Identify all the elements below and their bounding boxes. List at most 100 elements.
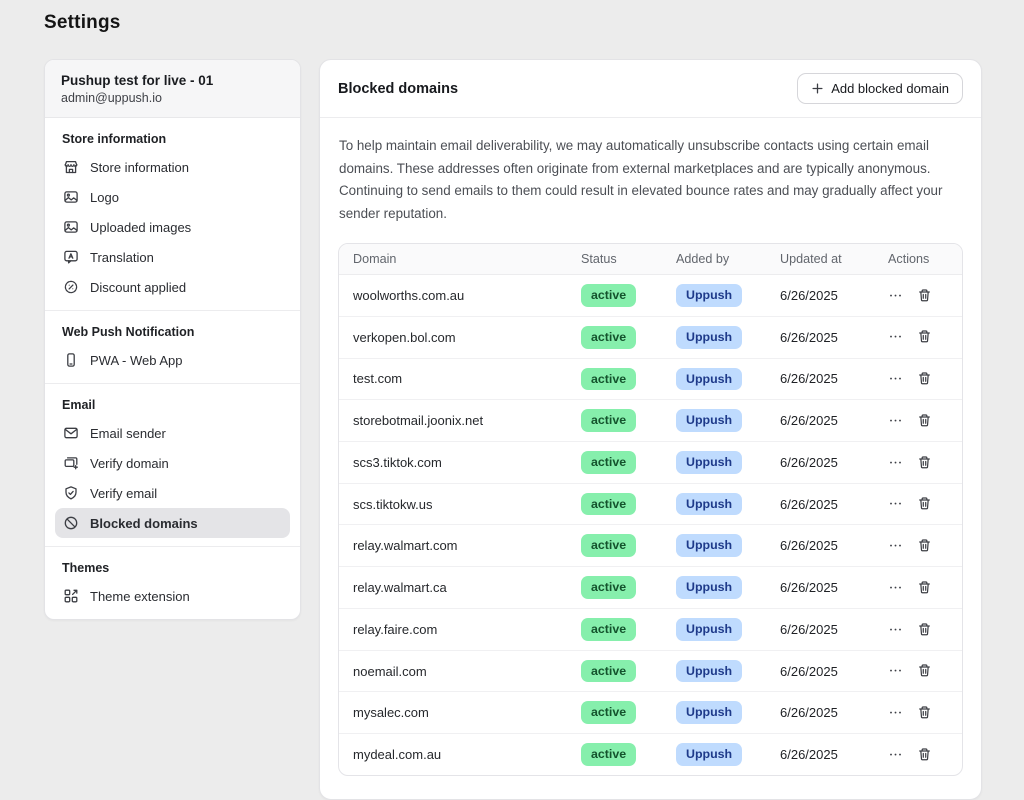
delete-domain-button[interactable] bbox=[917, 455, 933, 471]
more-dots-icon bbox=[888, 622, 904, 638]
trash-icon bbox=[917, 288, 933, 304]
status-badge: active bbox=[581, 326, 636, 349]
sidebar-item-label: Logo bbox=[90, 190, 119, 205]
sidebar-item-blocked-domains[interactable]: Blocked domains bbox=[55, 508, 290, 538]
blocked-domains-panel: Blocked domains Add blocked domain To he… bbox=[319, 59, 982, 800]
trash-icon bbox=[917, 538, 933, 554]
sidebar-item-uploaded-images[interactable]: Uploaded images bbox=[55, 212, 290, 242]
added-by-cell: Uppush bbox=[662, 358, 766, 400]
sidebar-item-label: Email sender bbox=[90, 426, 166, 441]
added-by-cell: Uppush bbox=[662, 275, 766, 317]
actions-cell bbox=[874, 358, 962, 400]
more-dots-icon bbox=[888, 663, 904, 679]
delete-domain-button[interactable] bbox=[917, 747, 933, 763]
settings-sidebar: Pushup test for live - 01 admin@uppush.i… bbox=[44, 59, 301, 620]
more-dots-icon bbox=[888, 413, 904, 429]
status-cell: active bbox=[567, 650, 662, 692]
added-by-cell: Uppush bbox=[662, 316, 766, 358]
sidebar-item-translation[interactable]: Translation bbox=[55, 242, 290, 272]
domain-cell: relay.walmart.com bbox=[339, 525, 567, 567]
more-actions-button[interactable] bbox=[888, 622, 904, 638]
updated-at-cell: 6/26/2025 bbox=[766, 650, 874, 692]
envelope-icon bbox=[63, 425, 79, 441]
table-row: woolworths.com.auactiveUppush6/26/2025 bbox=[339, 275, 962, 317]
actions-cell bbox=[874, 567, 962, 609]
added-by-badge: Uppush bbox=[676, 284, 742, 307]
domain-cell: relay.faire.com bbox=[339, 608, 567, 650]
sidebar-item-label: PWA - Web App bbox=[90, 353, 183, 368]
theme-extension-icon bbox=[63, 588, 79, 604]
added-by-badge: Uppush bbox=[676, 368, 742, 391]
panel-header: Blocked domains Add blocked domain bbox=[320, 60, 981, 118]
more-actions-button[interactable] bbox=[888, 538, 904, 554]
table-body: woolworths.com.auactiveUppush6/26/2025ve… bbox=[339, 275, 962, 775]
column-header-status: Status bbox=[567, 244, 662, 275]
sidebar-item-logo[interactable]: Logo bbox=[55, 182, 290, 212]
sidebar-item-verify-domain[interactable]: Verify domain bbox=[55, 448, 290, 478]
more-actions-button[interactable] bbox=[888, 705, 904, 721]
sidebar-item-pwa-web-app[interactable]: PWA - Web App bbox=[55, 345, 290, 375]
delete-domain-button[interactable] bbox=[917, 329, 933, 345]
sidebar-item-theme-extension[interactable]: Theme extension bbox=[55, 581, 290, 611]
more-dots-icon bbox=[888, 329, 904, 345]
actions-cell bbox=[874, 608, 962, 650]
status-badge: active bbox=[581, 701, 636, 724]
more-actions-button[interactable] bbox=[888, 371, 904, 387]
delete-domain-button[interactable] bbox=[917, 705, 933, 721]
sidebar-section-store-information: Store informationStore informationLogoUp… bbox=[45, 118, 300, 310]
added-by-badge: Uppush bbox=[676, 409, 742, 432]
status-cell: active bbox=[567, 692, 662, 734]
delete-domain-button[interactable] bbox=[917, 622, 933, 638]
add-blocked-domain-button[interactable]: Add blocked domain bbox=[797, 73, 963, 104]
delete-domain-button[interactable] bbox=[917, 288, 933, 304]
updated-at-cell: 6/26/2025 bbox=[766, 275, 874, 317]
status-cell: active bbox=[567, 275, 662, 317]
more-actions-button[interactable] bbox=[888, 747, 904, 763]
blocked-icon bbox=[63, 515, 79, 531]
delete-domain-button[interactable] bbox=[917, 496, 933, 512]
sidebar-section-heading: Themes bbox=[55, 557, 290, 581]
table-row: relay.walmart.caactiveUppush6/26/2025 bbox=[339, 567, 962, 609]
sidebar-item-label: Verify domain bbox=[90, 456, 169, 471]
more-dots-icon bbox=[888, 371, 904, 387]
more-actions-button[interactable] bbox=[888, 496, 904, 512]
status-badge: active bbox=[581, 493, 636, 516]
column-header-domain: Domain bbox=[339, 244, 567, 275]
shield-check-icon bbox=[63, 485, 79, 501]
added-by-badge: Uppush bbox=[676, 701, 742, 724]
domain-cell: scs.tiktokw.us bbox=[339, 483, 567, 525]
delete-domain-button[interactable] bbox=[917, 371, 933, 387]
sidebar-section-email: EmailEmail senderVerify domainVerify ema… bbox=[45, 383, 300, 546]
more-actions-button[interactable] bbox=[888, 580, 904, 596]
actions-cell bbox=[874, 400, 962, 442]
more-dots-icon bbox=[888, 580, 904, 596]
added-by-cell: Uppush bbox=[662, 483, 766, 525]
more-actions-button[interactable] bbox=[888, 663, 904, 679]
more-actions-button[interactable] bbox=[888, 413, 904, 429]
added-by-cell: Uppush bbox=[662, 400, 766, 442]
trash-icon bbox=[917, 329, 933, 345]
more-actions-button[interactable] bbox=[888, 288, 904, 304]
trash-icon bbox=[917, 413, 933, 429]
trash-icon bbox=[917, 663, 933, 679]
status-badge: active bbox=[581, 576, 636, 599]
sidebar-item-store-information[interactable]: Store information bbox=[55, 152, 290, 182]
status-cell: active bbox=[567, 567, 662, 609]
delete-domain-button[interactable] bbox=[917, 538, 933, 554]
panel-title: Blocked domains bbox=[338, 81, 458, 97]
sidebar-item-discount-applied[interactable]: Discount applied bbox=[55, 272, 290, 302]
deliverability-description: To help maintain email deliverability, w… bbox=[320, 118, 980, 238]
delete-domain-button[interactable] bbox=[917, 580, 933, 596]
delete-domain-button[interactable] bbox=[917, 413, 933, 429]
status-badge: active bbox=[581, 409, 636, 432]
sidebar-item-label: Discount applied bbox=[90, 280, 186, 295]
delete-domain-button[interactable] bbox=[917, 663, 933, 679]
more-actions-button[interactable] bbox=[888, 329, 904, 345]
blocked-domains-table: DomainStatusAdded byUpdated atActions wo… bbox=[339, 244, 962, 775]
domain-cell: scs3.tiktok.com bbox=[339, 442, 567, 484]
more-actions-button[interactable] bbox=[888, 455, 904, 471]
sidebar-item-email-sender[interactable]: Email sender bbox=[55, 418, 290, 448]
updated-at-cell: 6/26/2025 bbox=[766, 442, 874, 484]
table-row: relay.faire.comactiveUppush6/26/2025 bbox=[339, 608, 962, 650]
sidebar-item-verify-email[interactable]: Verify email bbox=[55, 478, 290, 508]
